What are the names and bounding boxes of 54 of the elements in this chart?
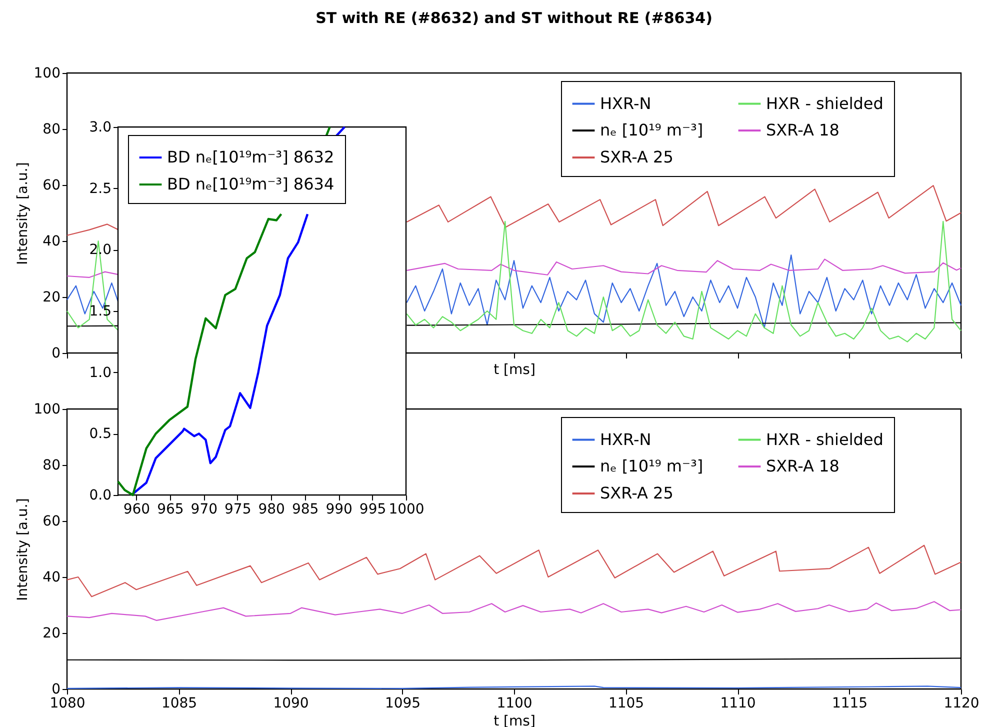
y-axis-title: Intensity [a.u.] xyxy=(14,498,31,601)
legend-label: SXR-A 25 xyxy=(600,484,674,502)
x-tick-label: 985 xyxy=(292,502,319,518)
x-tick-label: 970 xyxy=(190,502,218,518)
y-tick-label: 1.0 xyxy=(89,364,112,381)
chart-title: ST with RE (#8632) and ST without RE (#8634) xyxy=(316,9,712,27)
y-tick-label: 3.0 xyxy=(89,120,112,136)
legend-label: SXR-A 18 xyxy=(766,120,840,140)
x-tick-label: 1100 xyxy=(496,696,532,712)
x-tick-label: 1090 xyxy=(273,696,309,712)
legend-label: HXR - shielded xyxy=(766,94,884,113)
x-tick-label: 965 xyxy=(157,502,184,518)
y-tick-label: 2.5 xyxy=(89,180,112,197)
y-tick-label: 60 xyxy=(42,514,60,530)
line-series xyxy=(66,601,962,621)
line-series xyxy=(66,544,962,598)
x-tick-label: 1080 xyxy=(50,696,86,712)
x-tick-label: 990 xyxy=(326,502,352,518)
x-axis-title: t [ms] xyxy=(494,714,536,727)
x-tick-label: 1110 xyxy=(720,696,756,712)
x-axis-title: t [ms] xyxy=(494,362,536,378)
legend-label: BD nₑ[10¹⁹m⁻³] 8632 xyxy=(167,148,334,166)
legend-label: BD nₑ[10¹⁹m⁻³] 8634 xyxy=(167,174,334,194)
y-tick-label: 0 xyxy=(52,682,60,698)
legend-label: HXR - shielded xyxy=(766,430,884,449)
x-tick-label: 1115 xyxy=(832,696,868,712)
y-tick-label: 80 xyxy=(42,458,60,474)
y-tick-label: 40 xyxy=(42,570,60,586)
legend-label: SXR-A 18 xyxy=(766,456,840,476)
y-tick-label: 100 xyxy=(34,402,60,418)
x-tick-label: 1000 xyxy=(388,502,424,518)
x-tick-label: 1120 xyxy=(944,696,980,712)
legend-label: nₑ [10¹⁹ m⁻³] xyxy=(600,456,704,476)
x-tick-label: 1085 xyxy=(161,696,198,712)
y-tick-label: 40 xyxy=(42,234,60,250)
y-tick-label: 20 xyxy=(42,626,60,642)
legend-label: HXR-N xyxy=(600,94,652,113)
x-tick-label: 995 xyxy=(359,502,386,518)
y-axis-title: Intensity [a.u.] xyxy=(14,162,31,265)
y-tick-label: 20 xyxy=(42,290,60,306)
legend-label: nₑ [10¹⁹ m⁻³] xyxy=(600,120,704,140)
y-tick-label: 0 xyxy=(52,346,60,362)
x-tick-label: 975 xyxy=(224,502,252,518)
y-tick-label: 0.0 xyxy=(89,488,112,504)
y-tick-label: 80 xyxy=(42,122,60,138)
y-tick-label: 0.5 xyxy=(89,426,112,442)
y-tick-label: 60 xyxy=(42,178,60,194)
x-tick-label: 960 xyxy=(123,502,150,518)
y-tick-label: 100 xyxy=(34,66,60,82)
x-tick-label: 1105 xyxy=(608,696,644,712)
legend-label: SXR-A 25 xyxy=(600,148,674,166)
x-tick-label: 980 xyxy=(258,502,285,518)
legend-label: HXR-N xyxy=(600,430,652,449)
x-tick-label: 1095 xyxy=(384,696,421,712)
